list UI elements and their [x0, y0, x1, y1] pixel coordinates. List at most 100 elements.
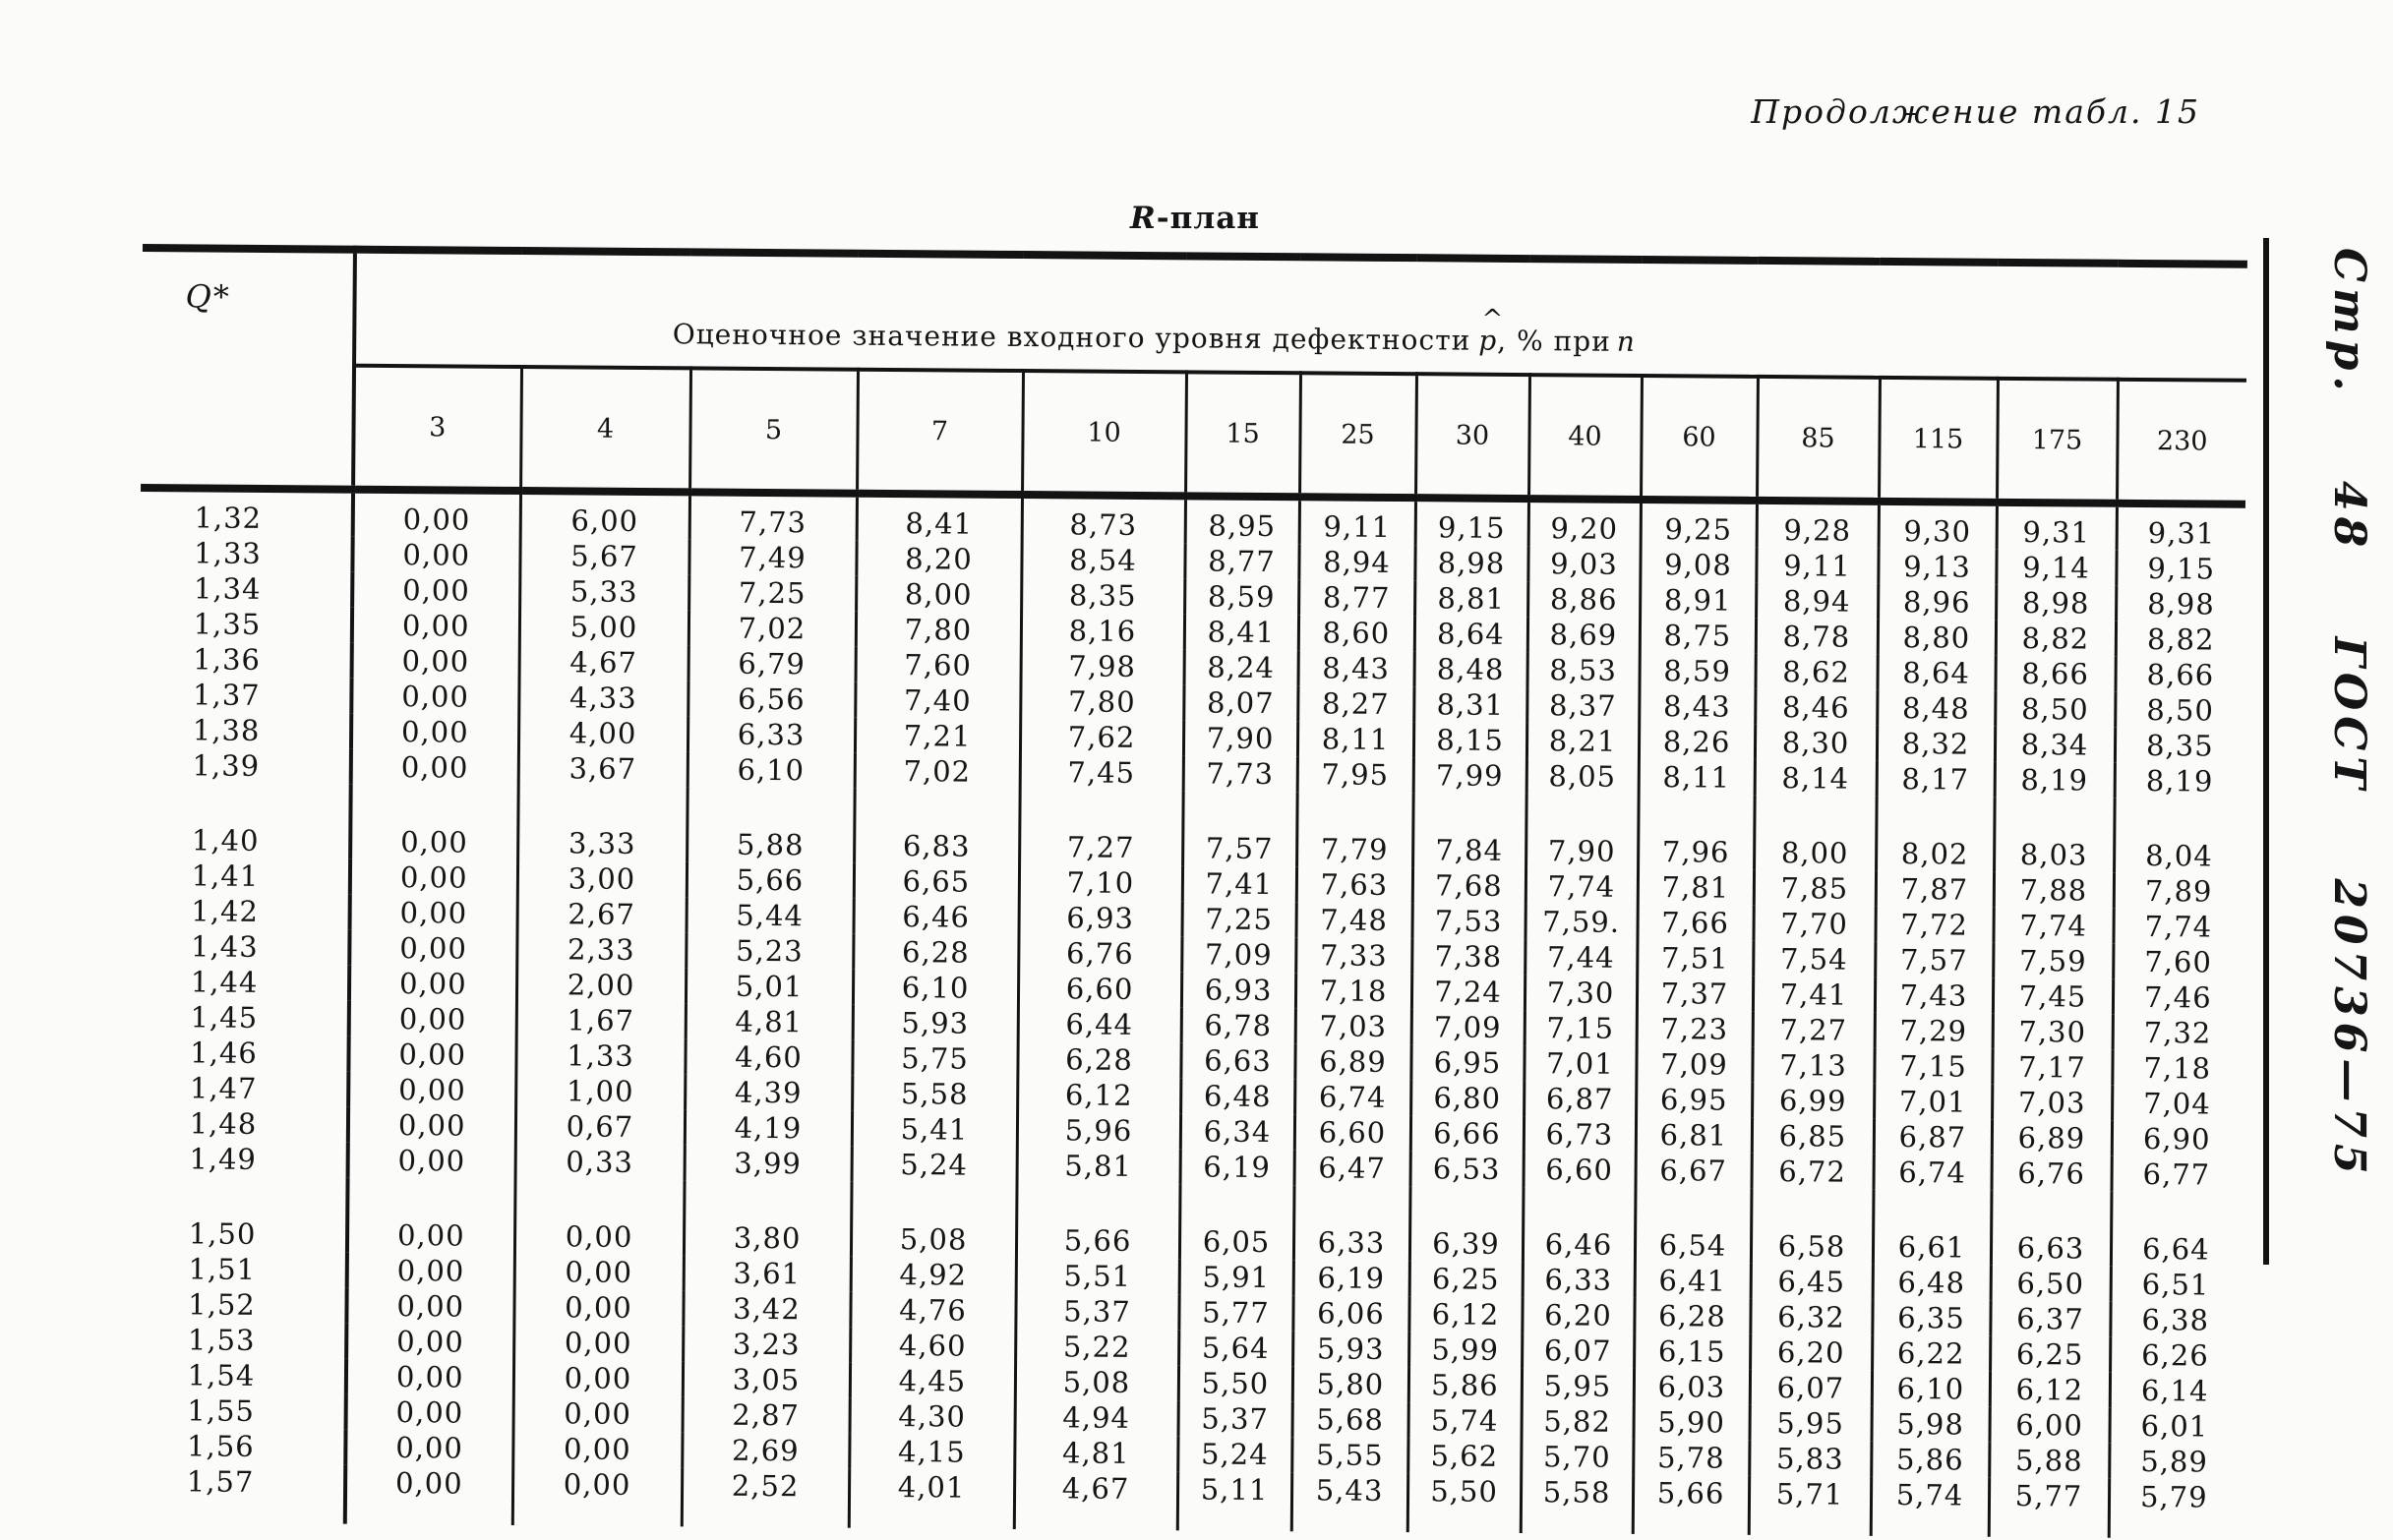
value-cell: 5,62: [1407, 1438, 1522, 1475]
value-cell: 8,73: [1021, 495, 1186, 544]
value-cell: 7,66: [1637, 904, 1754, 941]
value-cell: 6,99: [1752, 1082, 1875, 1119]
value-cell: 8,48: [1413, 651, 1527, 688]
value-cell: 6,41: [1634, 1262, 1751, 1299]
value-cell: 0,00: [344, 1464, 513, 1525]
value-cell: 5,33: [519, 573, 689, 611]
value-cell: 7,84: [1412, 793, 1526, 869]
value-cell: 6,66: [1409, 1115, 1525, 1153]
value-cell: 6,12: [1989, 1371, 2111, 1408]
q-cell: 1,43: [137, 927, 350, 966]
value-cell: 7,24: [1410, 974, 1526, 1011]
value-cell: 7,29: [1874, 1012, 1993, 1049]
value-cell: 5,98: [1871, 1405, 1990, 1443]
value-cell: 7,15: [1874, 1047, 1993, 1085]
value-cell: 6,76: [1991, 1155, 2112, 1192]
value-cell: 6,01: [2109, 1407, 2239, 1445]
q-cell: 1,34: [140, 569, 353, 608]
value-cell: 6,45: [1750, 1263, 1873, 1300]
value-cell: 8,50: [1995, 690, 2116, 728]
value-cell: 0,00: [349, 859, 518, 897]
value-cell: 2,69: [682, 1432, 850, 1469]
value-cell: 6,48: [1180, 1078, 1295, 1115]
value-cell: 5,89: [2109, 1443, 2239, 1480]
value-cell: 4,00: [517, 715, 688, 752]
value-cell: 2,67: [516, 896, 687, 933]
value-cell: 6,19: [1292, 1260, 1409, 1297]
value-cell: 6,46: [1522, 1187, 1636, 1263]
q-cell: 1,50: [134, 1175, 348, 1253]
value-cell: 4,60: [685, 1038, 853, 1076]
value-cell: 8,50: [2115, 691, 2244, 729]
value-cell: 6,03: [1633, 1368, 1751, 1405]
n-column-header: 4: [520, 367, 691, 493]
n-column-header: 10: [1022, 371, 1187, 497]
value-cell: 6,78: [1180, 1007, 1295, 1044]
value-cell: 0,33: [514, 1144, 685, 1181]
n-column-header: 3: [353, 365, 522, 492]
value-cell: 7,54: [1753, 940, 1876, 977]
value-cell: 6,95: [1636, 1081, 1753, 1118]
value-cell: 9,03: [1527, 546, 1641, 582]
value-cell: 7,37: [1636, 975, 1754, 1012]
q-cell: 1,37: [139, 676, 352, 714]
value-cell: 8,11: [1638, 758, 1755, 796]
value-cell: 8,19: [1994, 761, 2115, 799]
value-cell: 0,00: [512, 1359, 684, 1397]
value-cell: 9,31: [1996, 502, 2117, 551]
value-cell: 7,23: [1636, 1010, 1753, 1047]
value-cell: 6,37: [1990, 1300, 2111, 1337]
value-cell: 7,48: [1295, 902, 1412, 939]
value-cell: 0,00: [350, 784, 518, 861]
value-cell: 7,88: [1993, 871, 2115, 909]
value-cell: 5,41: [851, 1110, 1018, 1149]
value-cell: 6,60: [1523, 1152, 1636, 1188]
q-cell: 1,39: [138, 746, 351, 785]
value-cell: 6,60: [1017, 971, 1182, 1008]
value-cell: 6,19: [1179, 1149, 1294, 1186]
value-cell: 7,90: [1182, 720, 1298, 757]
value-cell: 9,31: [2116, 503, 2246, 552]
value-cell: 8,43: [1297, 650, 1414, 687]
q-cell: 1,52: [134, 1285, 347, 1324]
value-cell: 4,76: [850, 1291, 1016, 1330]
value-cell: 5,00: [518, 609, 689, 646]
value-cell: 5,95: [1521, 1368, 1635, 1404]
table-title-symbol: R: [1130, 201, 1157, 236]
value-cell: 0,00: [511, 1465, 683, 1527]
q-cell: 1,38: [138, 711, 352, 749]
value-cell: 7,73: [688, 492, 858, 541]
value-cell: 8,00: [1754, 795, 1877, 871]
value-cell: 8,54: [1021, 542, 1185, 579]
value-cell: 8,86: [1527, 581, 1641, 618]
value-cell: 4,33: [518, 680, 688, 717]
value-cell: 7,46: [2112, 978, 2243, 1016]
value-cell: 8,98: [1996, 584, 2117, 622]
value-cell: 7,99: [1412, 757, 1526, 795]
value-cell: 5,81: [1016, 1148, 1180, 1185]
value-cell: 4,67: [518, 644, 688, 681]
value-cell: 6,51: [2110, 1266, 2240, 1303]
value-cell: 7,17: [1992, 1048, 2113, 1086]
value-cell: 8,32: [1876, 725, 1996, 762]
value-cell: 7,01: [1874, 1083, 1993, 1120]
value-cell: 8,98: [2116, 585, 2245, 622]
value-cell: 7,51: [1637, 939, 1754, 977]
value-cell: 4,67: [1013, 1469, 1178, 1531]
value-cell: 4,19: [684, 1109, 853, 1147]
value-cell: 6,12: [1408, 1296, 1523, 1333]
value-cell: 7,62: [1019, 719, 1184, 756]
value-cell: 6,56: [688, 681, 856, 718]
value-cell: 8,94: [1298, 544, 1415, 581]
value-cell: 7,81: [1637, 868, 1755, 906]
page-number-gost-label: Стр. 48 ГОСТ 20736—75: [2324, 248, 2374, 1180]
value-cell: 8,78: [1755, 618, 1879, 655]
value-cell: 1,67: [515, 1002, 686, 1039]
value-cell: 8,69: [1526, 617, 1641, 653]
value-cell: 6,05: [1178, 1184, 1294, 1261]
value-cell: 7,09: [1181, 936, 1296, 974]
value-cell: 3,33: [517, 786, 688, 862]
p-hat-symbol: ^ p: [1478, 305, 1504, 357]
value-cell: 6,73: [1523, 1116, 1637, 1153]
value-cell: 6,07: [1749, 1369, 1873, 1406]
